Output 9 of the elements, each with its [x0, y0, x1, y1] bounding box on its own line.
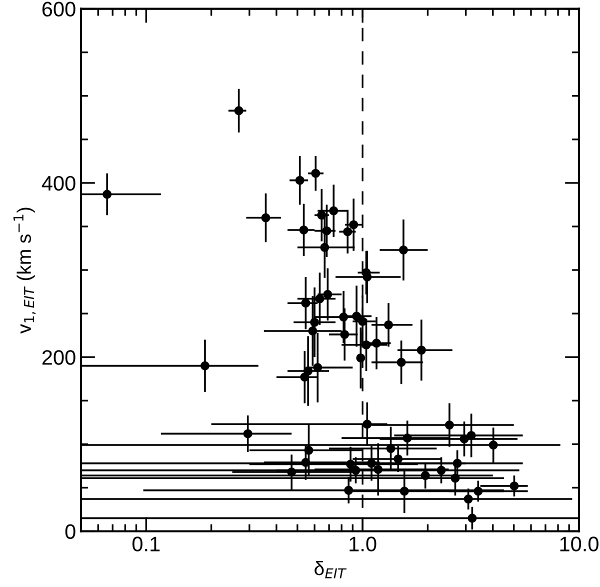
x-tick-label: 0.1: [132, 536, 160, 552]
x-axis-title: δ$_{EIT}$: [314, 560, 347, 578]
y-tick-label: 0: [65, 524, 76, 539]
y-tick-label: 200: [42, 350, 76, 365]
y-axis-title: v$_{1,EIT}$ (km s$^{−1}$): [13, 208, 36, 334]
y-tick-label: 600: [42, 2, 76, 17]
y-tick-label: 400: [42, 176, 76, 191]
x-tick-label: 1.0: [350, 536, 376, 552]
x-tick-label: 10.0: [560, 536, 598, 552]
